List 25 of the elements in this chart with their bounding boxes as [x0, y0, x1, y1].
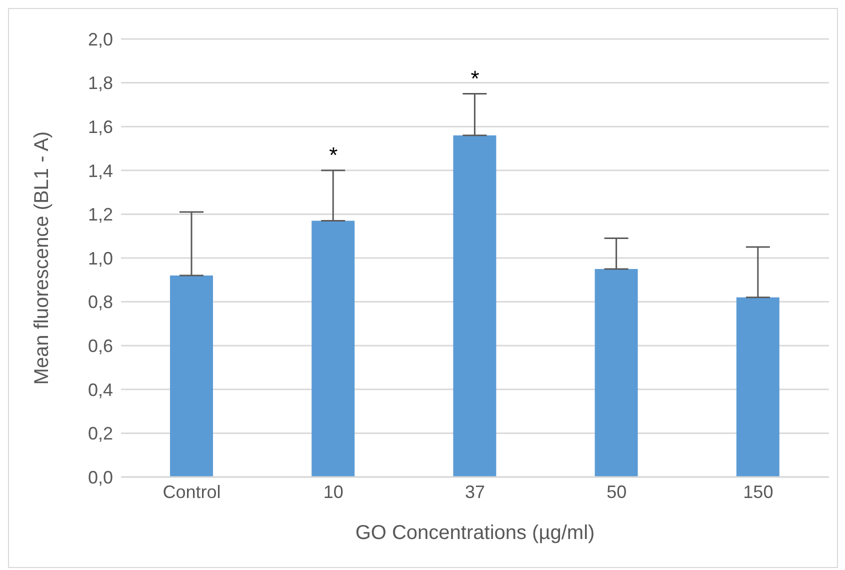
x-tick-label: 150 — [743, 482, 774, 502]
y-tick-label: 0,4 — [88, 380, 113, 400]
bar — [736, 297, 780, 477]
y-tick-label: 1,6 — [88, 116, 113, 137]
y-tick-label: 0,6 — [88, 336, 113, 356]
x-tick-label: 37 — [464, 482, 486, 502]
y-tick-label: 0,2 — [88, 424, 113, 444]
bar — [312, 220, 355, 477]
y-axis-title: Mean fluorescence (BL1 - A) — [31, 131, 54, 385]
y-tick-label: 1,2 — [88, 204, 113, 225]
x-tick-label: 50 — [606, 482, 627, 502]
bar — [594, 268, 638, 477]
y-tick-label: 0,0 — [88, 467, 113, 488]
bar — [453, 135, 496, 477]
y-tick-label: 0,8 — [88, 292, 113, 312]
annotation: * — [470, 66, 480, 91]
bar — [170, 276, 213, 477]
x-tick-label: Control — [162, 482, 221, 502]
y-tick-label: 1,8 — [88, 73, 113, 94]
y-tick-label: 1,4 — [88, 160, 113, 181]
x-axis-title: GO Concentrations (µg/ml) — [355, 522, 595, 544]
y-tick-label: 2,0 — [88, 29, 113, 50]
x-tick-label: 10 — [323, 482, 344, 502]
y-tick-label: 1,0 — [88, 248, 113, 268]
annotation: * — [329, 142, 338, 168]
